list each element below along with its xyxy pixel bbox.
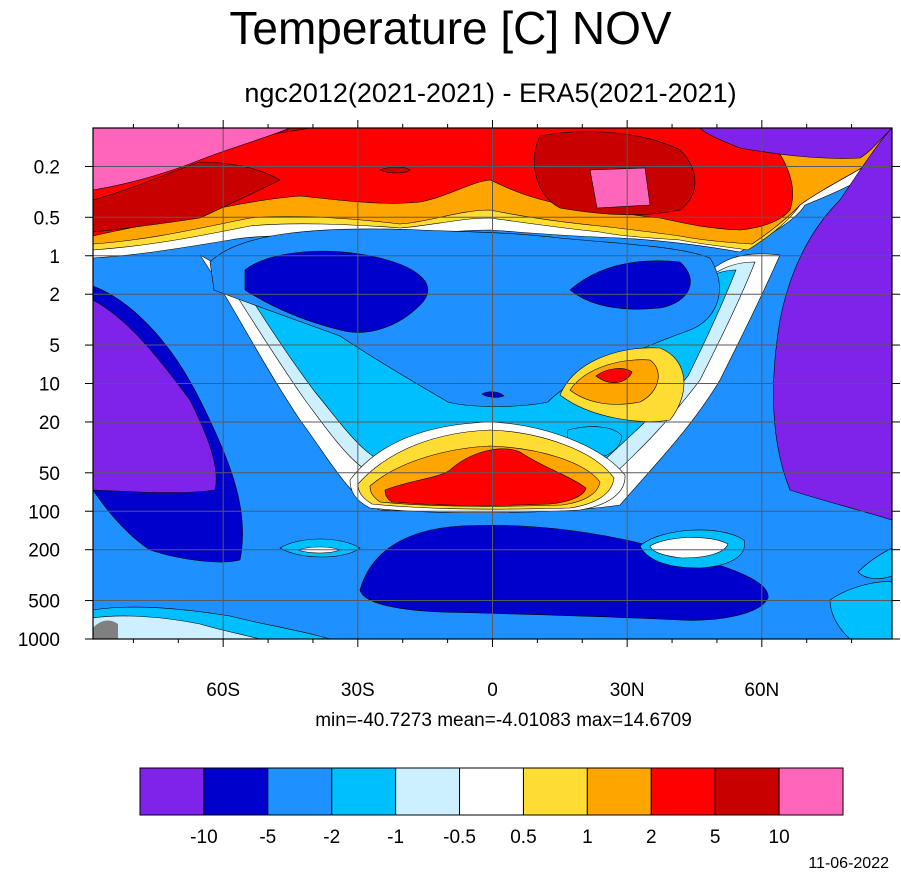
colorbar-label: 0.5 <box>510 827 536 848</box>
x-tick-label: 30S <box>341 680 375 701</box>
colorbar-box <box>267 767 333 816</box>
y-tick-label: 500 <box>28 592 60 613</box>
colorbar-box <box>331 767 397 816</box>
colorbar-label: -2 <box>323 827 340 848</box>
y-tick-label: 100 <box>28 502 60 523</box>
y-tick-label: 0.2 <box>34 157 60 178</box>
y-tick-label: 200 <box>28 541 60 562</box>
y-tick-label: 1 <box>49 247 60 268</box>
region-red-blob <box>595 368 633 383</box>
region-pink-center <box>589 167 651 209</box>
colorbar-box <box>714 767 780 816</box>
y-tick-label: 5 <box>49 336 60 357</box>
colorbar-box <box>459 767 524 816</box>
colorbar-box <box>586 767 652 816</box>
colorbar-label: -0.5 <box>443 827 476 848</box>
x-tick-label: 30N <box>610 680 645 701</box>
colorbar-box <box>778 767 844 816</box>
x-tick-label: 60S <box>206 680 240 701</box>
region-darkblue-bottom <box>359 524 769 621</box>
colorbar: -10 -5 -2 -1 -0.5 0.5 1 2 5 10 <box>139 767 844 848</box>
x-ticks: 60S 30S 0 30N 60N <box>132 120 853 701</box>
x-tick-label: 60N <box>744 680 779 701</box>
colorbar-label: -5 <box>259 827 276 848</box>
chart-subtitle: ngc2012(2021-2021) - ERA5(2021-2021) <box>244 78 737 108</box>
colorbar-box <box>395 767 461 816</box>
colorbar-box <box>650 767 716 816</box>
region-cyan-bottomright <box>829 581 892 639</box>
y-tick-label: 0.5 <box>34 208 60 229</box>
x-tick-label: 0 <box>487 680 498 701</box>
y-tick-label: 20 <box>39 413 60 434</box>
colorbar-label: 10 <box>769 827 790 848</box>
region-lightblue-bottomleft <box>93 615 261 639</box>
region-purple-topright <box>699 128 892 159</box>
region-darkblue-right-blob <box>569 260 691 310</box>
region-cyan-right-small <box>857 547 892 579</box>
region-pink-topleft <box>93 128 291 191</box>
colorbar-box <box>522 767 588 816</box>
colorbar-label: -10 <box>190 827 217 848</box>
stats-text: min=-40.7273 mean=-4.01083 max=14.6709 <box>315 710 692 731</box>
colorbar-label: 1 <box>582 827 593 848</box>
y-tick-label: 2 <box>49 285 60 306</box>
colorbar-box <box>203 767 269 816</box>
chart-title: Temperature [C] NOV <box>229 2 672 54</box>
y-tick-label: 50 <box>39 464 60 485</box>
y-tick-label: 10 <box>39 375 60 396</box>
plot-area <box>93 128 892 639</box>
region-white-small-right <box>649 537 729 559</box>
y-tick-label: 1000 <box>18 630 60 651</box>
region-darkblue-left-blob <box>244 251 429 333</box>
colorbar-label: 5 <box>710 827 721 848</box>
date-label: 11-06-2022 <box>808 855 889 872</box>
y-ticks: 0.2 0.5 1 2 5 10 20 50 100 200 500 1000 <box>18 157 900 651</box>
region-gray-missing <box>93 620 118 639</box>
colorbar-label: -1 <box>387 827 404 848</box>
region-darkred-small <box>379 166 411 174</box>
region-purple-left <box>93 299 217 494</box>
region-red-dome <box>384 448 587 506</box>
colorbar-box <box>139 767 205 816</box>
colorbar-label: 2 <box>646 827 657 848</box>
